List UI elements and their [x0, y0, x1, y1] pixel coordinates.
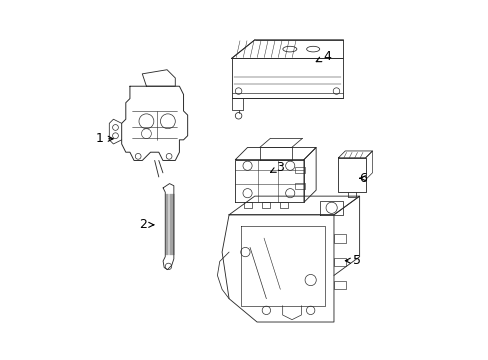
Text: 3: 3: [270, 161, 284, 174]
Bar: [333, 281, 345, 289]
Bar: [294, 167, 305, 174]
Text: 5: 5: [345, 254, 361, 267]
Text: 6: 6: [358, 172, 366, 185]
Bar: [262, 202, 269, 208]
Bar: [294, 183, 305, 189]
Text: 4: 4: [316, 50, 330, 63]
Bar: [333, 258, 345, 266]
Bar: [280, 202, 287, 208]
Bar: [244, 202, 251, 208]
Bar: [333, 234, 345, 243]
Text: 1: 1: [95, 132, 113, 145]
Text: 2: 2: [139, 218, 153, 231]
